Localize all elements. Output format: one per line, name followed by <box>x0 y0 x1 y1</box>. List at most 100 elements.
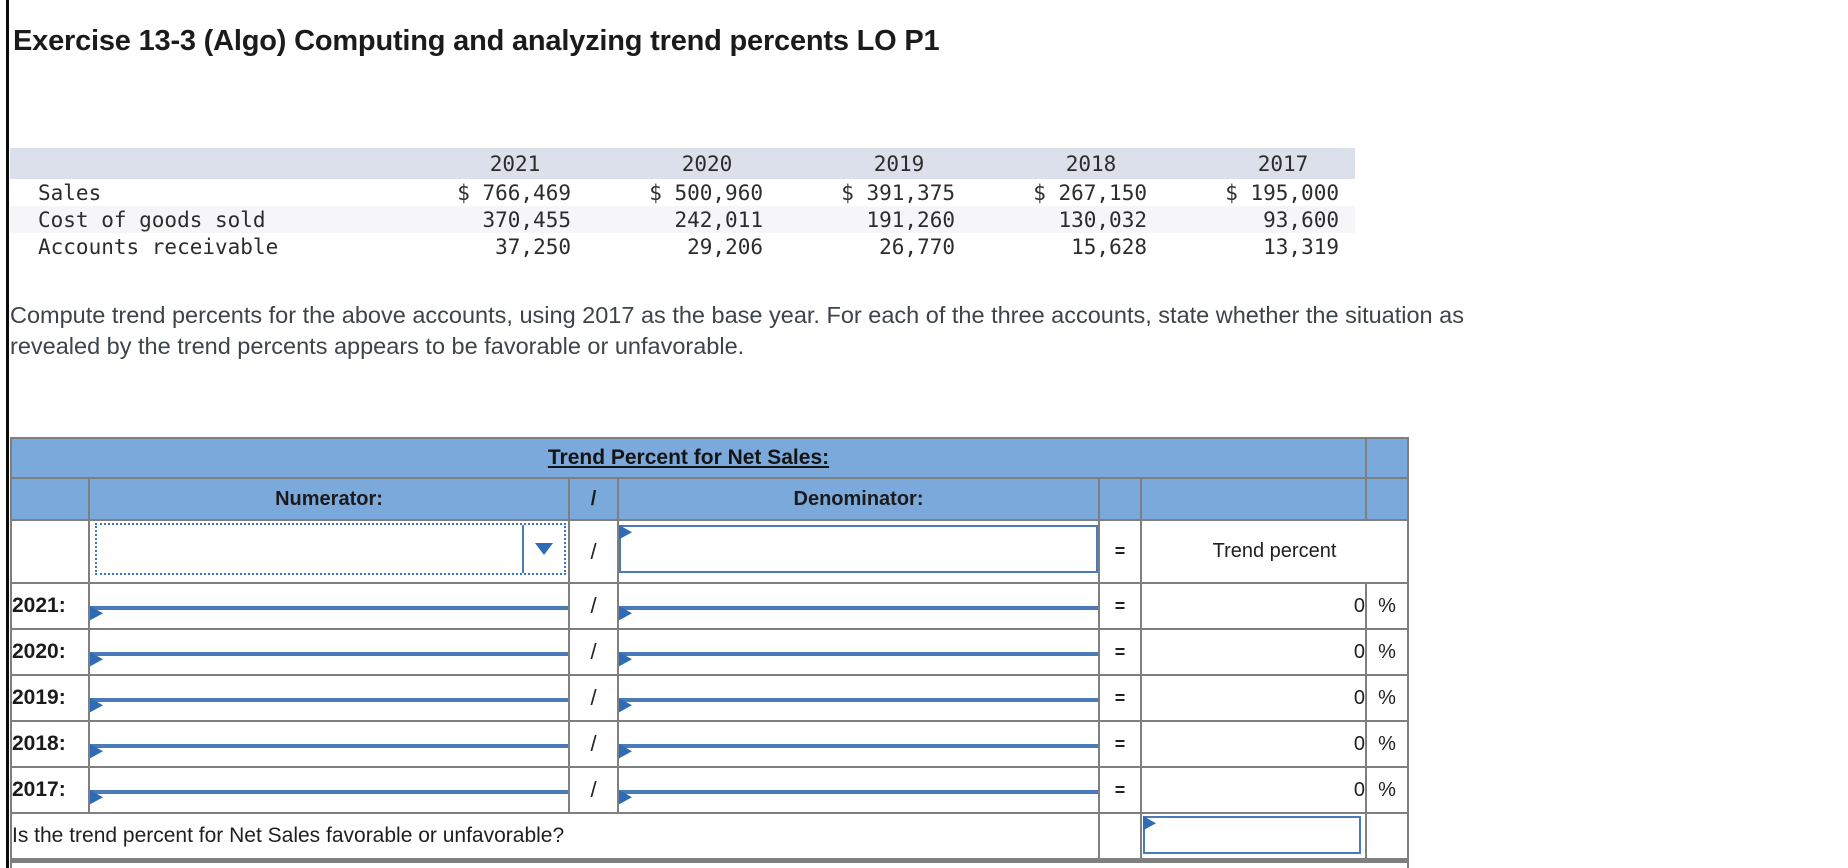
year-label: 2017: <box>10 766 90 814</box>
denominator-input-cell <box>617 519 1100 584</box>
account-value: $ 195,000 <box>1225 180 1339 205</box>
year-header: 2018 <box>1065 151 1117 176</box>
percent-symbol: % <box>1365 766 1409 814</box>
equals-symbol: = <box>1098 674 1142 722</box>
account-value: 15,628 <box>1071 234 1147 259</box>
account-label: Sales <box>38 180 102 205</box>
denominator-input-2019[interactable] <box>619 698 1098 702</box>
divide-symbol: / <box>568 674 619 722</box>
account-value: 37,250 <box>495 234 571 259</box>
header-spacer-cell <box>1365 477 1409 521</box>
denominator-header: Denominator: <box>617 477 1100 521</box>
year-label: 2019: <box>10 674 90 722</box>
denominator-input-2021[interactable] <box>619 606 1098 610</box>
equals-symbol: = <box>1098 582 1142 630</box>
numerator-dropdown-cell <box>88 519 570 584</box>
numerator-input-cell <box>88 582 570 630</box>
formula-label-row: / = Trend percent <box>10 519 1409 584</box>
instructions-text: Compute trend percents for the above acc… <box>10 302 1464 359</box>
favorable-answer-input[interactable] <box>1143 816 1361 854</box>
formula-row-2019: 2019: / = 0 % <box>10 674 1409 722</box>
input-wrapper <box>619 525 1098 573</box>
favorable-question-row: Is the trend percent for Net Sales favor… <box>10 812 1409 862</box>
table-row-accounts-receivable: Accounts receivable 37,250 29,206 26,770… <box>10 233 1355 260</box>
account-value: $ 500,960 <box>649 180 763 205</box>
account-value: $ 766,469 <box>457 180 571 205</box>
numerator-input-cell <box>88 628 570 676</box>
denominator-input-2020[interactable] <box>619 652 1098 656</box>
question-answer-cell <box>1140 812 1367 862</box>
percent-symbol: % <box>1365 674 1409 722</box>
trend-percent-answer-table: Trend Percent for Net Sales: Numerator: … <box>10 437 1409 868</box>
trend-percent-result: 0 <box>1140 766 1367 814</box>
question-spacer-cell <box>1098 812 1142 862</box>
account-value: 370,455 <box>482 207 571 232</box>
numerator-input-cell <box>88 766 570 814</box>
numerator-denominator-header-row: Numerator: / Denominator: <box>10 477 1409 521</box>
account-label: Accounts receivable <box>38 234 279 259</box>
equals-symbol: = <box>1098 519 1142 584</box>
equals-symbol: = <box>1098 766 1142 814</box>
header-spacer-cell <box>1140 477 1367 521</box>
numerator-input-2019[interactable] <box>90 698 568 702</box>
source-data-table: 2021 2020 2019 2018 2017 Sales $ 766,469… <box>10 148 1355 260</box>
trend-percent-result: 0 <box>1140 720 1367 768</box>
year-header: 2019 <box>873 151 925 176</box>
numerator-header: Numerator: <box>88 477 570 521</box>
formula-row-2017: 2017: / = 0 % <box>10 766 1409 814</box>
equals-symbol: = <box>1098 628 1142 676</box>
trend-percent-result: 0 <box>1140 582 1367 630</box>
percent-symbol: % <box>1365 582 1409 630</box>
header-spacer-cell <box>1098 477 1142 521</box>
account-value: 26,770 <box>879 234 955 259</box>
denominator-label-input[interactable] <box>619 525 1098 573</box>
denominator-input-cell <box>617 582 1100 630</box>
dropdown-selected-value[interactable] <box>97 525 522 573</box>
chevron-down-icon[interactable] <box>524 525 564 573</box>
title-row-spacer-cell <box>1365 437 1409 479</box>
trend-percent-label: Trend percent <box>1140 519 1409 584</box>
left-panel-edge <box>6 0 9 868</box>
denominator-input-cell <box>617 766 1100 814</box>
divide-symbol: / <box>568 519 619 584</box>
percent-symbol: % <box>1365 720 1409 768</box>
divide-symbol: / <box>568 766 619 814</box>
account-value: 242,011 <box>674 207 763 232</box>
year-label: 2021: <box>10 582 90 630</box>
denominator-input-2017[interactable] <box>619 790 1098 794</box>
denominator-input-cell <box>617 674 1100 722</box>
trend-percent-result: 0 <box>1140 674 1367 722</box>
year-header: 2017 <box>1257 151 1309 176</box>
favorable-question-text: Is the trend percent for Net Sales favor… <box>10 812 1100 862</box>
numerator-account-dropdown[interactable] <box>95 523 566 575</box>
numerator-input-2017[interactable] <box>90 790 568 794</box>
denominator-input-cell <box>617 628 1100 676</box>
denominator-input-cell <box>617 720 1100 768</box>
question-spacer-cell <box>1365 812 1409 862</box>
divide-symbol-header: / <box>568 477 619 521</box>
numerator-input-2020[interactable] <box>90 652 568 656</box>
year-header: 2020 <box>681 151 733 176</box>
header-spacer-cell <box>10 477 90 521</box>
next-section-cell <box>10 858 1409 868</box>
formula-row-2018: 2018: / = 0 % <box>10 720 1409 768</box>
input-wrapper <box>1143 816 1361 854</box>
trend-percent-result: 0 <box>1140 628 1367 676</box>
divide-symbol: / <box>568 720 619 768</box>
account-value: 191,260 <box>866 207 955 232</box>
row-spacer-cell <box>10 519 90 584</box>
year-label: 2020: <box>10 628 90 676</box>
numerator-input-2021[interactable] <box>90 606 568 610</box>
account-value: 93,600 <box>1263 207 1339 232</box>
account-value: 13,319 <box>1263 234 1339 259</box>
account-value: $ 391,375 <box>841 180 955 205</box>
data-table-corner-cell <box>10 148 395 179</box>
numerator-input-cell <box>88 674 570 722</box>
account-value: 29,206 <box>687 234 763 259</box>
numerator-input-2018[interactable] <box>90 744 568 748</box>
account-value: 130,032 <box>1058 207 1147 232</box>
answer-table-title-cell: Trend Percent for Net Sales: <box>10 437 1367 479</box>
data-table-header-row: 2021 2020 2019 2018 2017 <box>10 148 1355 179</box>
denominator-input-2018[interactable] <box>619 744 1098 748</box>
